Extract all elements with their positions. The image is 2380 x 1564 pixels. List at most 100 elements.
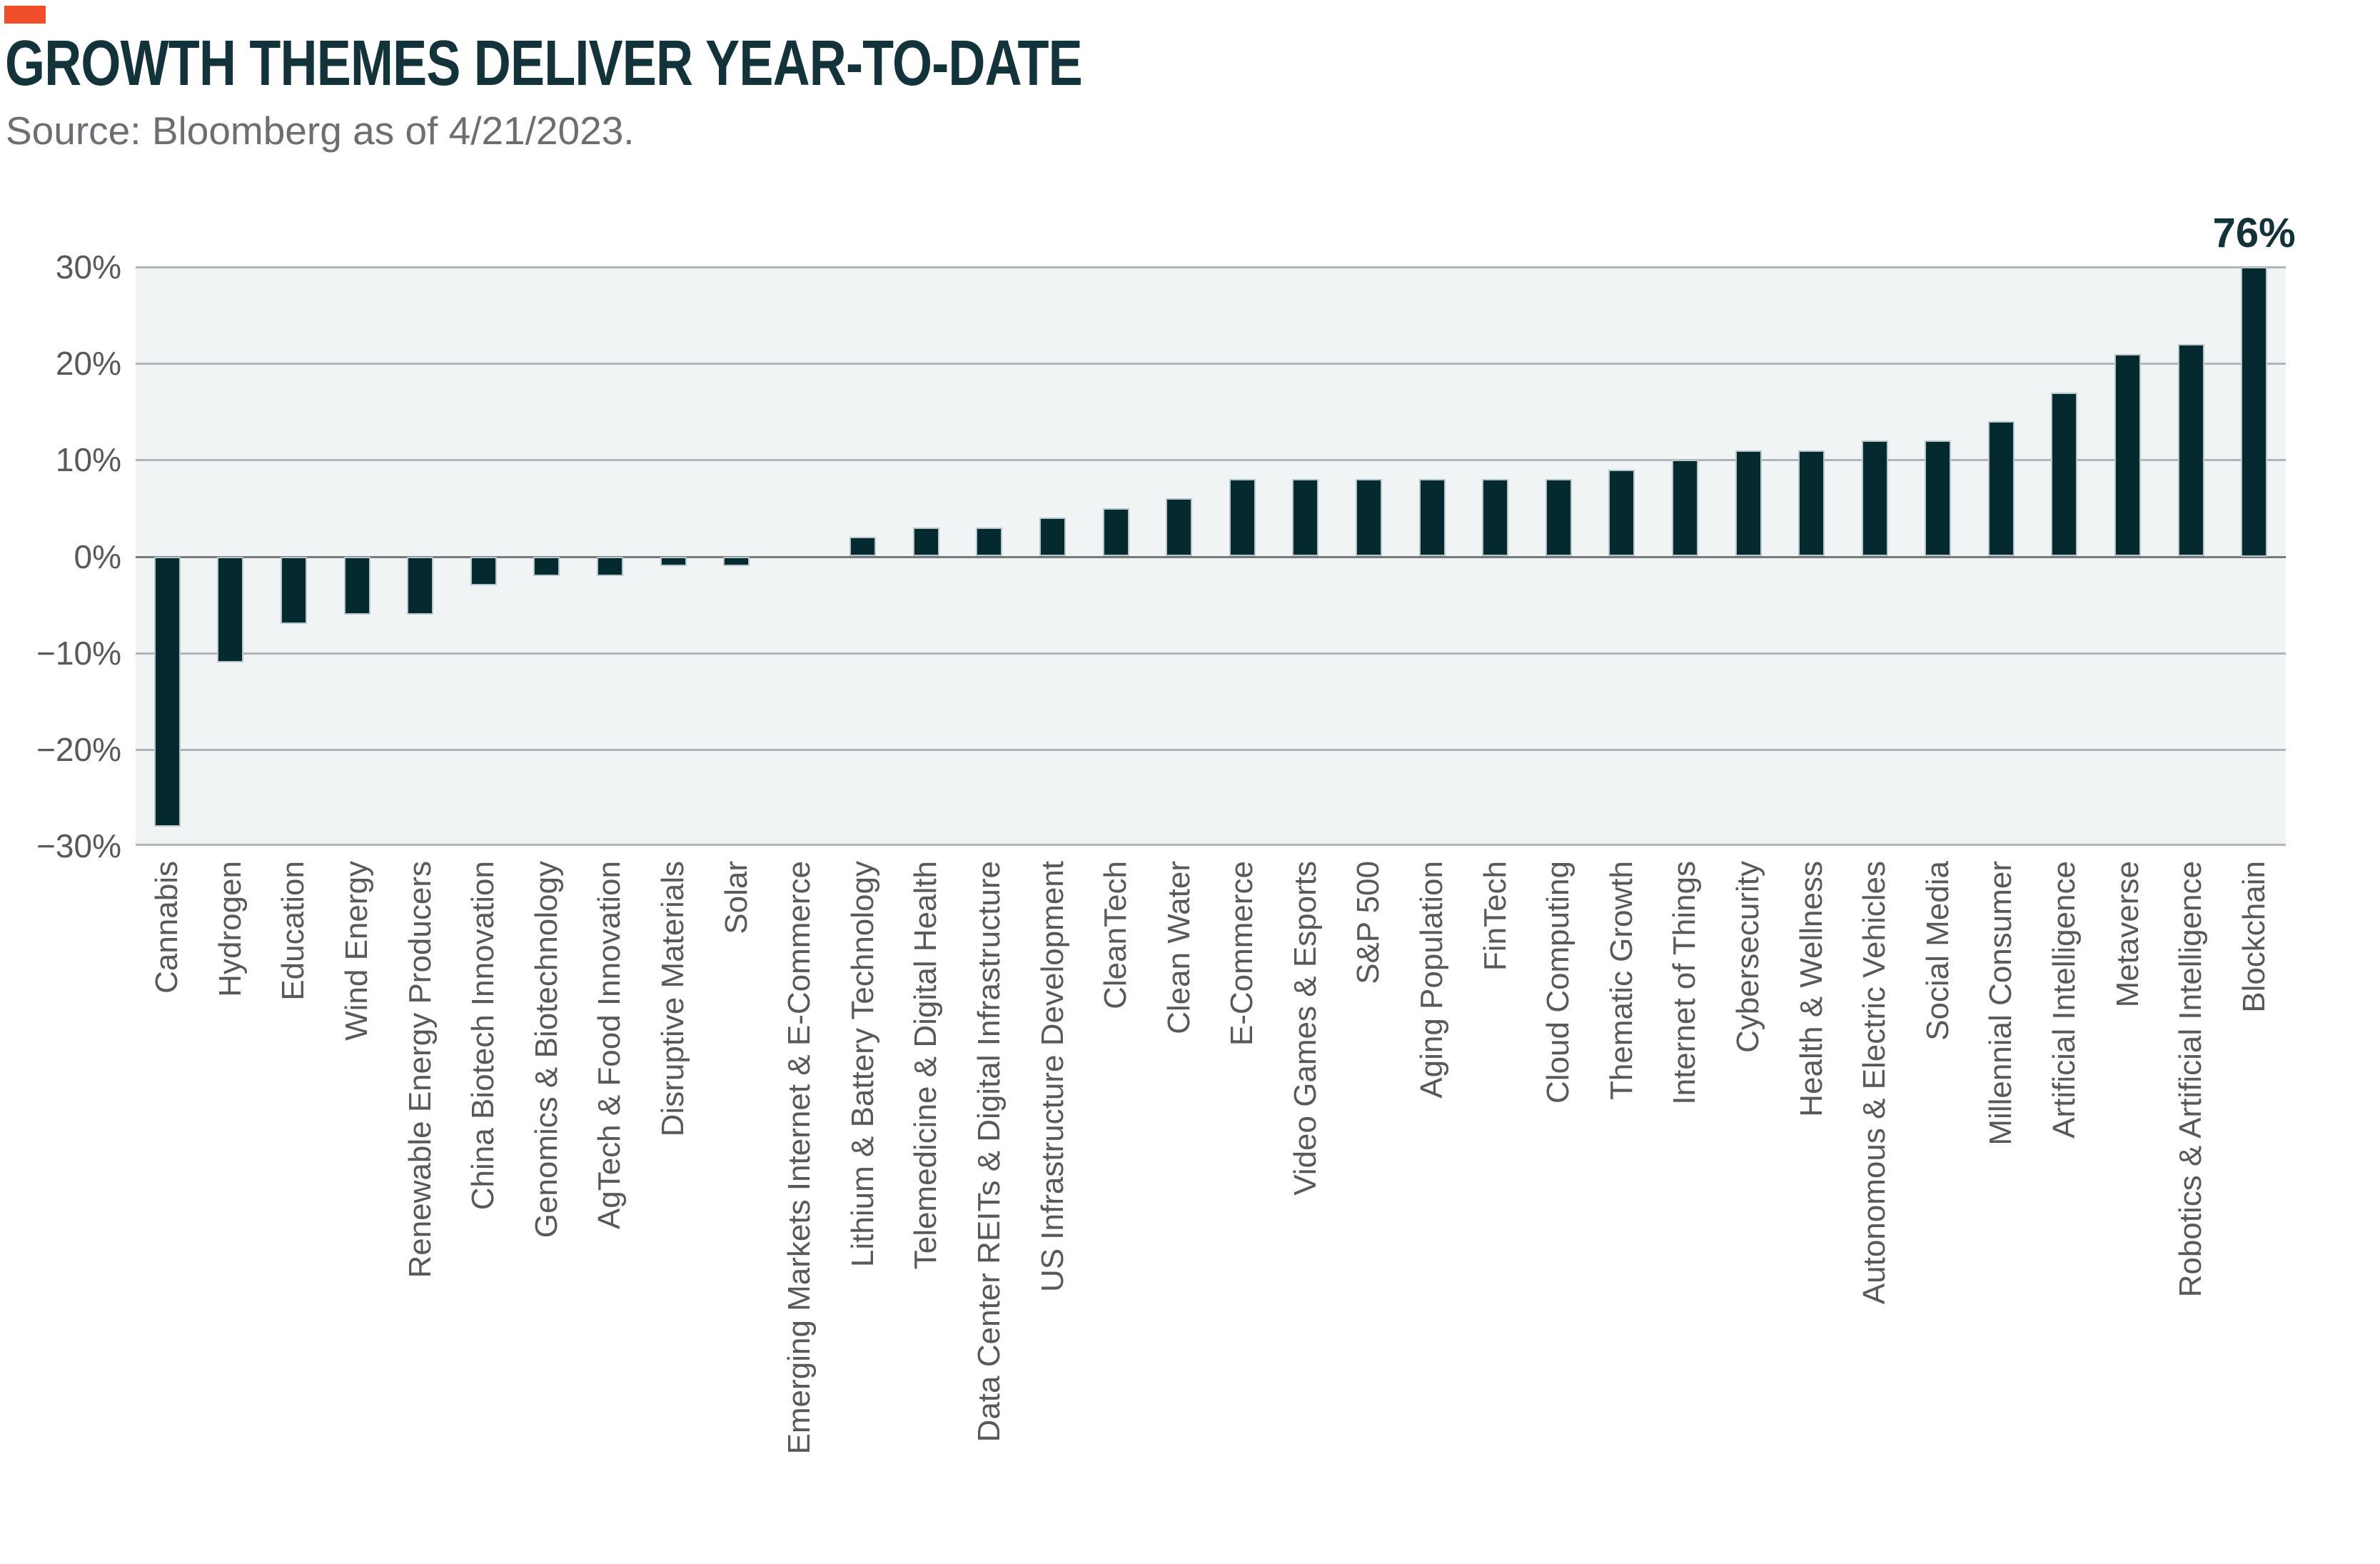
x-tick-slot: Aging Population: [1401, 861, 1464, 1564]
x-tick-label: US Infrastructure Development: [1034, 861, 1070, 1293]
x-tick-label: Disruptive Materials: [655, 861, 690, 1137]
bar: [1861, 440, 1888, 557]
y-tick-label: −30%: [36, 827, 121, 864]
x-tick-slot: Lithium & Battery Technology: [831, 861, 894, 1564]
x-tick-slot: Telemedicine & Digital Health: [894, 861, 958, 1564]
x-tick-slot: Education: [262, 861, 326, 1564]
gridline: [136, 844, 2286, 846]
x-tick-slot: China Biotech Innovation: [452, 861, 515, 1564]
x-tick-label: AgTech & Food Innovation: [592, 861, 627, 1230]
x-tick-slot: Health & Wellness: [1780, 861, 1843, 1564]
x-tick-label: Telemedicine & Digital Health: [908, 861, 944, 1270]
x-tick-slot: Social Media: [1906, 861, 1970, 1564]
gridline: [136, 266, 2286, 268]
bar: [976, 527, 1003, 557]
x-tick-label: Video Games & Esports: [1287, 861, 1323, 1196]
y-tick-label: 0%: [74, 538, 121, 575]
bar: [1418, 479, 1446, 557]
x-tick-slot: CleanTech: [1084, 861, 1148, 1564]
gridline: [136, 363, 2286, 365]
bar: [849, 537, 877, 557]
x-tick-label: Solar: [718, 861, 754, 934]
page-title: GROWTH THEMES DELIVER YEAR-TO-DATE: [5, 28, 1083, 99]
x-tick-label: Renewable Energy Producers: [402, 861, 438, 1278]
bar: [1798, 450, 1825, 557]
x-tick-slot: Artificial Intelligence: [2033, 861, 2097, 1564]
x-tick-slot: AgTech & Food Innovation: [578, 861, 642, 1564]
bar: [2177, 344, 2204, 557]
x-tick-slot: Genomics & Biotechnology: [515, 861, 579, 1564]
x-tick-label: Blockchain: [2236, 861, 2271, 1013]
x-tick-label: Wind Energy: [339, 861, 375, 1041]
x-tick-slot: Blockchain: [2222, 861, 2286, 1564]
bar: [723, 556, 750, 567]
x-tick-label: Aging Population: [1414, 861, 1450, 1099]
bar: [1925, 440, 1952, 557]
x-tick-label: Health & Wellness: [1793, 861, 1829, 1117]
bar: [1735, 450, 1762, 557]
x-tick-slot: Cloud Computing: [1527, 861, 1590, 1564]
x-tick-slot: Metaverse: [2096, 861, 2159, 1564]
y-axis: 30% 20% 10% 0% −10% −20% −30%: [0, 248, 121, 864]
x-axis: Cannabis Hydrogen Education Wind Energy Rene…: [136, 861, 2286, 1564]
zero-gridline: [136, 555, 2286, 558]
x-tick-label: FinTech: [1477, 861, 1513, 972]
brand-accent-bar: [4, 6, 46, 24]
x-tick-label: Metaverse: [2109, 861, 2145, 1008]
x-tick-slot: Data Center REITs & Digital Infrastructu…: [958, 861, 1022, 1564]
x-tick-slot: Renewable Energy Producers: [388, 861, 452, 1564]
bar: [1355, 479, 1382, 557]
bar: [280, 556, 307, 625]
x-tick-slot: Robotics & Artificial Intelligence: [2159, 861, 2223, 1564]
x-tick-slot: S&P 500: [1337, 861, 1401, 1564]
x-tick-slot: FinTech: [1463, 861, 1527, 1564]
x-tick-label: Robotics & Artificial Intelligence: [2173, 861, 2209, 1298]
bar: [1671, 460, 1698, 557]
x-tick-slot: Internet of Things: [1653, 861, 1717, 1564]
bar: [596, 556, 623, 576]
x-tick-slot: Disruptive Materials: [642, 861, 705, 1564]
x-tick-label: Millennial Consumer: [1983, 861, 2019, 1146]
gridline: [136, 459, 2286, 462]
y-tick-label: 10%: [55, 441, 121, 479]
x-tick-slot: US Infrastructure Development: [1021, 861, 1084, 1564]
bar: [153, 556, 181, 827]
x-tick-label: Cybersecurity: [1730, 861, 1765, 1053]
bar: [1229, 479, 1256, 557]
bar: [912, 527, 939, 557]
bar: [533, 556, 560, 576]
x-tick-slot: Wind Energy: [326, 861, 389, 1564]
x-tick-label: Genomics & Biotechnology: [528, 861, 564, 1238]
bar: [1166, 498, 1193, 557]
x-tick-label: Lithium & Battery Technology: [844, 861, 880, 1268]
x-tick-label: China Biotech Innovation: [465, 861, 501, 1211]
x-tick-label: Clean Water: [1161, 861, 1196, 1034]
x-tick-slot: Emerging Markets Internet & E-Commerce: [768, 861, 832, 1564]
bar: [1482, 479, 1509, 557]
x-tick-label: Thematic Growth: [1603, 861, 1639, 1100]
bar: [660, 556, 687, 567]
x-tick-label: Artificial Intelligence: [2046, 861, 2082, 1139]
x-tick-label: Hydrogen: [212, 861, 248, 997]
bar: [470, 556, 497, 586]
bar-value-label: 76%: [2212, 210, 2296, 256]
x-tick-slot: Hydrogen: [199, 861, 263, 1564]
x-tick-slot: Clean Water: [1147, 861, 1211, 1564]
x-tick-label: Emerging Markets Internet & E-Commerce: [782, 861, 817, 1455]
bar: [1102, 508, 1129, 557]
plot-area: [136, 266, 2286, 846]
source-note: Source: Bloomberg as of 4/21/2023.: [6, 109, 635, 153]
bar: [2051, 392, 2078, 557]
bar: [343, 556, 370, 615]
x-tick-label: Autonomous & Electric Vehicles: [1857, 861, 1892, 1305]
x-tick-label: Education: [276, 861, 311, 1001]
x-tick-label: Social Media: [1920, 861, 1955, 1041]
bar: [407, 556, 434, 615]
bar: [2241, 267, 2268, 557]
bar: [217, 556, 244, 663]
x-tick-label: Cannabis: [149, 861, 185, 994]
x-tick-label: S&P 500: [1351, 861, 1386, 984]
x-tick-label: Cloud Computing: [1541, 861, 1576, 1104]
gridline: [136, 748, 2286, 751]
